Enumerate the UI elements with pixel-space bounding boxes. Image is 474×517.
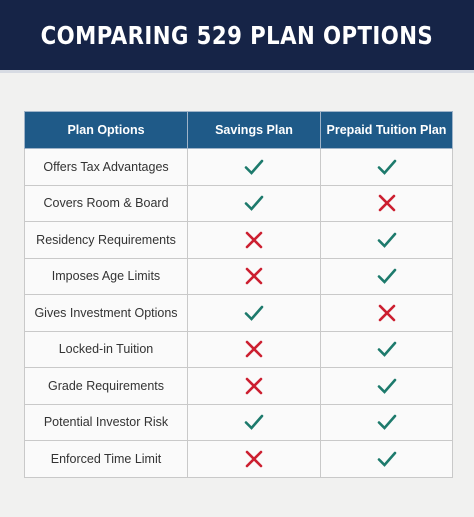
column-header: Plan Options bbox=[24, 111, 188, 149]
icon-cell bbox=[320, 148, 453, 186]
check-icon bbox=[377, 341, 396, 358]
icon-cell bbox=[320, 257, 453, 295]
cross-icon bbox=[378, 194, 395, 212]
check-icon bbox=[377, 159, 396, 175]
cross-icon bbox=[245, 340, 263, 358]
check-icon bbox=[244, 195, 264, 212]
table-row: Locked-in Tuition bbox=[24, 330, 453, 368]
row-label: Grade Requirements bbox=[24, 367, 188, 405]
row-label: Enforced Time Limit bbox=[24, 440, 188, 478]
header-row: Plan Options Savings Plan Prepaid Tuition … bbox=[24, 111, 453, 149]
icon-cell bbox=[320, 403, 453, 441]
check-icon bbox=[244, 414, 264, 431]
check-icon bbox=[244, 159, 264, 175]
table-row: Potential Investor Risk bbox=[24, 403, 453, 441]
cross-icon bbox=[378, 304, 395, 322]
table-row: Covers Room & Board bbox=[24, 184, 453, 222]
cross-icon bbox=[245, 231, 263, 249]
icon-cell bbox=[320, 367, 453, 405]
icon-cell bbox=[320, 221, 453, 259]
icon-cell bbox=[187, 440, 321, 478]
row-label: Offers Tax Advantages bbox=[24, 148, 188, 186]
table-row: Residency Requirements bbox=[24, 221, 453, 259]
cross-icon bbox=[245, 450, 263, 468]
icon-cell bbox=[320, 294, 453, 332]
icon-cell bbox=[187, 184, 321, 222]
icon-cell bbox=[187, 221, 321, 259]
row-label: Potential Investor Risk bbox=[24, 403, 188, 441]
icon-cell bbox=[187, 148, 321, 186]
icon-cell bbox=[320, 440, 453, 478]
icon-cell bbox=[187, 294, 321, 332]
column-header: Prepaid Tuition Plan bbox=[320, 111, 453, 149]
check-icon bbox=[244, 305, 264, 321]
cross-icon bbox=[245, 267, 263, 285]
icon-cell bbox=[187, 257, 321, 295]
cross-icon bbox=[245, 377, 263, 395]
table-row: Gives Investment Options bbox=[24, 294, 453, 332]
table-body: Offers Tax Advantages Covers Room & Board… bbox=[24, 148, 453, 478]
check-icon bbox=[377, 268, 396, 285]
column-header: Savings Plan bbox=[187, 111, 321, 149]
table-row: Imposes Age Limits bbox=[24, 257, 453, 295]
row-label: Locked-in Tuition bbox=[24, 330, 188, 368]
check-icon bbox=[377, 378, 396, 394]
check-icon bbox=[377, 232, 396, 248]
banner: COMPARING 529 PLAN OPTIONS bbox=[0, 0, 474, 73]
row-label: Gives Investment Options bbox=[24, 294, 188, 332]
row-label: Imposes Age Limits bbox=[24, 257, 188, 295]
table-row: Offers Tax Advantages bbox=[24, 148, 453, 186]
row-label: Residency Requirements bbox=[24, 221, 188, 259]
comparison-table: Plan Options Savings Plan Prepaid Tuition … bbox=[24, 111, 453, 478]
icon-cell bbox=[187, 330, 321, 368]
table-row: Enforced Time Limit bbox=[24, 440, 453, 478]
table-row: Grade Requirements bbox=[24, 367, 453, 405]
icon-cell bbox=[187, 403, 321, 441]
row-label: Covers Room & Board bbox=[24, 184, 188, 222]
check-icon bbox=[377, 414, 396, 431]
title: COMPARING 529 PLAN OPTIONS bbox=[40, 20, 434, 50]
icon-cell bbox=[320, 330, 453, 368]
icon-cell bbox=[320, 184, 453, 222]
check-icon bbox=[377, 451, 396, 467]
icon-cell bbox=[187, 367, 321, 405]
